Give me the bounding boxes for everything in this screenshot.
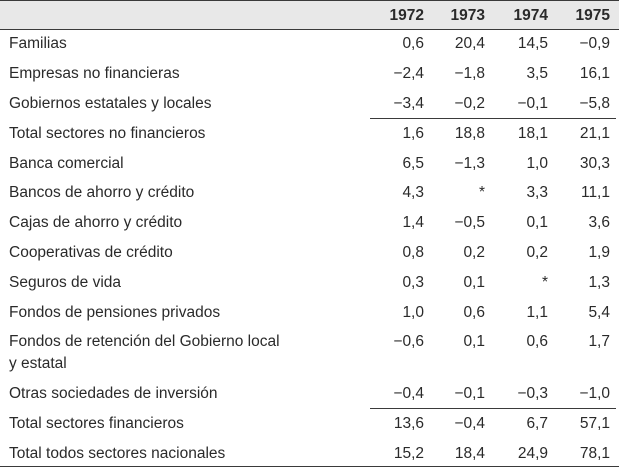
cell-value: 0,6	[526, 333, 548, 350]
year-header: 1974	[513, 7, 548, 24]
cell-value: −1,0	[579, 385, 610, 402]
cell-value: 0,6	[402, 35, 424, 52]
cell-value: 13,6	[393, 415, 424, 432]
cell-value: −0,2	[454, 95, 485, 112]
row-label: Cajas de ahorro y crédito	[9, 214, 183, 231]
cell-value: 0,1	[526, 214, 548, 231]
cell-value: 3,5	[526, 65, 548, 82]
cell-value: 1,6	[402, 125, 424, 142]
cell-value: −0,4	[393, 385, 424, 402]
cell-value: 18,1	[517, 125, 548, 142]
cell-value: 0,3	[402, 274, 424, 291]
subtotal-rule	[370, 118, 616, 119]
cell-value: 14,5	[517, 35, 548, 52]
row-label: Seguros de vida	[9, 274, 122, 291]
cell-value: −2,4	[393, 65, 424, 82]
cell-value: 21,1	[579, 125, 610, 142]
cell-value: 11,1	[580, 184, 610, 201]
cell-value: 5,4	[588, 304, 610, 321]
cell-value: 0,1	[463, 274, 485, 291]
cell-value: 6,5	[402, 155, 424, 172]
year-header: 1972	[389, 7, 424, 24]
row-label: Total todos sectores nacionales	[9, 445, 226, 462]
cell-value: 0,6	[463, 304, 485, 321]
cell-value: 1,0	[402, 304, 424, 321]
row-label: Cooperativas de crédito	[9, 244, 173, 261]
cell-value: 18,4	[454, 445, 485, 462]
cell-value: −0,9	[579, 35, 610, 52]
cell-value: 1,9	[588, 244, 610, 261]
cell-value: −0,1	[454, 385, 485, 402]
cell-value: 3,3	[526, 184, 548, 201]
cell-value: 1,3	[588, 274, 610, 291]
cell-value: *	[541, 274, 548, 291]
row-label-continuation: y estatal	[9, 355, 67, 372]
cell-value: 16,1	[579, 65, 610, 82]
row-label: Banca comercial	[9, 155, 124, 172]
cell-value: 1,4	[402, 214, 424, 231]
cell-value: 1,0	[526, 155, 548, 172]
cell-value: 20,4	[454, 35, 485, 52]
row-label: Total sectores financieros	[9, 415, 184, 432]
cell-value: −3,4	[393, 95, 424, 112]
subtotal-rule	[370, 408, 616, 409]
cell-value: −0,4	[454, 415, 485, 432]
table-bottom-rule	[0, 466, 619, 467]
cell-value: 18,8	[454, 125, 485, 142]
cell-value: 24,9	[517, 445, 548, 462]
cell-value: −1,8	[454, 65, 485, 82]
cell-value: −0,5	[454, 214, 485, 231]
cell-value: 0,2	[526, 244, 548, 261]
cell-value: 57,1	[579, 415, 610, 432]
row-label: Otras sociedades de inversión	[9, 385, 218, 402]
cell-value: 0,2	[463, 244, 485, 261]
row-label: Empresas no financieras	[9, 65, 180, 82]
row-label: Total sectores no financieros	[9, 125, 206, 142]
row-label: Familias	[9, 35, 67, 52]
row-label: Bancos de ahorro y crédito	[9, 184, 195, 201]
cell-value: 78,1	[579, 445, 610, 462]
cell-value: *	[478, 184, 485, 201]
cell-value: −5,8	[579, 95, 610, 112]
cell-value: 30,3	[579, 155, 610, 172]
row-label: Gobiernos estatales y locales	[9, 95, 212, 112]
year-header: 1975	[575, 7, 610, 24]
cell-value: −1,3	[454, 155, 485, 172]
cell-value: 4,3	[402, 184, 424, 201]
year-header: 1973	[450, 7, 485, 24]
cell-value: 1,7	[588, 333, 610, 350]
cell-value: −0,1	[517, 95, 548, 112]
row-label: Fondos de pensiones privados	[9, 304, 221, 321]
cell-value: 6,7	[526, 415, 548, 432]
cell-value: −0,3	[517, 385, 548, 402]
table-header: 1972 1973 1974 1975	[0, 0, 619, 30]
cell-value: −0,6	[393, 333, 424, 350]
cell-value: 0,8	[402, 244, 424, 261]
row-label: Fondos de retención del Gobierno local	[9, 333, 280, 350]
cell-value: 15,2	[393, 445, 424, 462]
cell-value: 3,6	[588, 214, 610, 231]
cell-value: 1,1	[526, 304, 548, 321]
cell-value: 0,1	[463, 333, 485, 350]
